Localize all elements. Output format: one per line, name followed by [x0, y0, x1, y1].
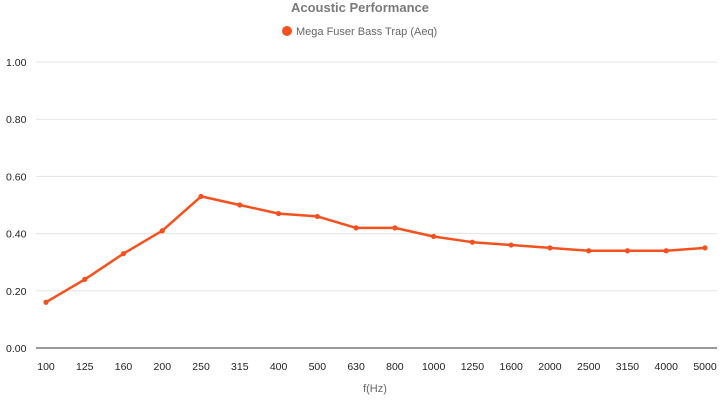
x-tick-label: 4000	[655, 361, 679, 373]
data-point[interactable]	[702, 245, 708, 251]
x-tick-label: 250	[192, 361, 210, 373]
y-tick-label: 0.40	[6, 229, 27, 241]
legend[interactable]: Mega Fuser Bass Trap (Aeq)	[282, 26, 437, 38]
data-point[interactable]	[586, 248, 592, 254]
x-tick-label: 630	[347, 361, 365, 373]
data-point[interactable]	[159, 228, 165, 234]
y-tick-label: 0.00	[6, 343, 27, 355]
x-tick-label: 800	[386, 361, 404, 373]
series-layer	[43, 193, 708, 305]
x-tick-label: 2500	[577, 361, 601, 373]
data-point[interactable]	[237, 202, 243, 208]
x-tick-label: 400	[270, 361, 288, 373]
x-tick-label: 5000	[693, 361, 717, 373]
data-point[interactable]	[314, 213, 320, 220]
data-point[interactable]	[82, 276, 88, 282]
x-tick-label: 2000	[538, 361, 562, 373]
y-tick-label: 0.60	[6, 171, 27, 183]
data-point[interactable]	[353, 225, 359, 231]
x-tick-label: 1600	[499, 361, 523, 373]
data-point[interactable]	[198, 193, 204, 200]
data-point[interactable]	[547, 245, 553, 251]
y-axis-ticks: 0.00 0.20 0.40 0.60 0.80 1.00	[6, 57, 27, 355]
data-point[interactable]	[508, 242, 514, 248]
x-tick-label: 500	[309, 361, 327, 373]
data-point[interactable]	[392, 225, 398, 231]
x-tick-label: 200	[154, 361, 172, 373]
series-line	[44, 195, 707, 304]
legend-marker	[282, 26, 292, 36]
x-axis-title: f(Hz)	[363, 383, 387, 395]
x-tick-label: 1000	[422, 361, 446, 373]
data-point[interactable]	[469, 239, 476, 245]
x-tick-label: 100	[37, 361, 55, 373]
data-point[interactable]	[624, 248, 631, 254]
x-axis-ticks: 100 125 160 200 250 315 400 500 630 800 1000 1250 16…	[37, 361, 717, 373]
x-tick-label: 1250	[461, 361, 485, 373]
y-tick-label: 0.20	[6, 286, 27, 298]
legend-label: Mega Fuser Bass Trap (Aeq)	[296, 26, 437, 38]
data-point[interactable]	[275, 210, 282, 217]
data-point[interactable]	[43, 299, 49, 305]
data-point[interactable]	[120, 251, 127, 257]
y-tick-label: 0.80	[6, 114, 27, 126]
chart-title: Acoustic Performance	[291, 0, 429, 15]
data-point[interactable]	[663, 248, 669, 254]
x-tick-label: 160	[115, 361, 133, 373]
y-tick-label: 1.00	[6, 57, 27, 69]
x-tick-label: 3150	[616, 361, 640, 373]
data-point[interactable]	[431, 233, 437, 240]
gridlines	[36, 61, 717, 349]
x-tick-label: 315	[231, 361, 249, 373]
x-tick-label: 125	[76, 361, 94, 373]
